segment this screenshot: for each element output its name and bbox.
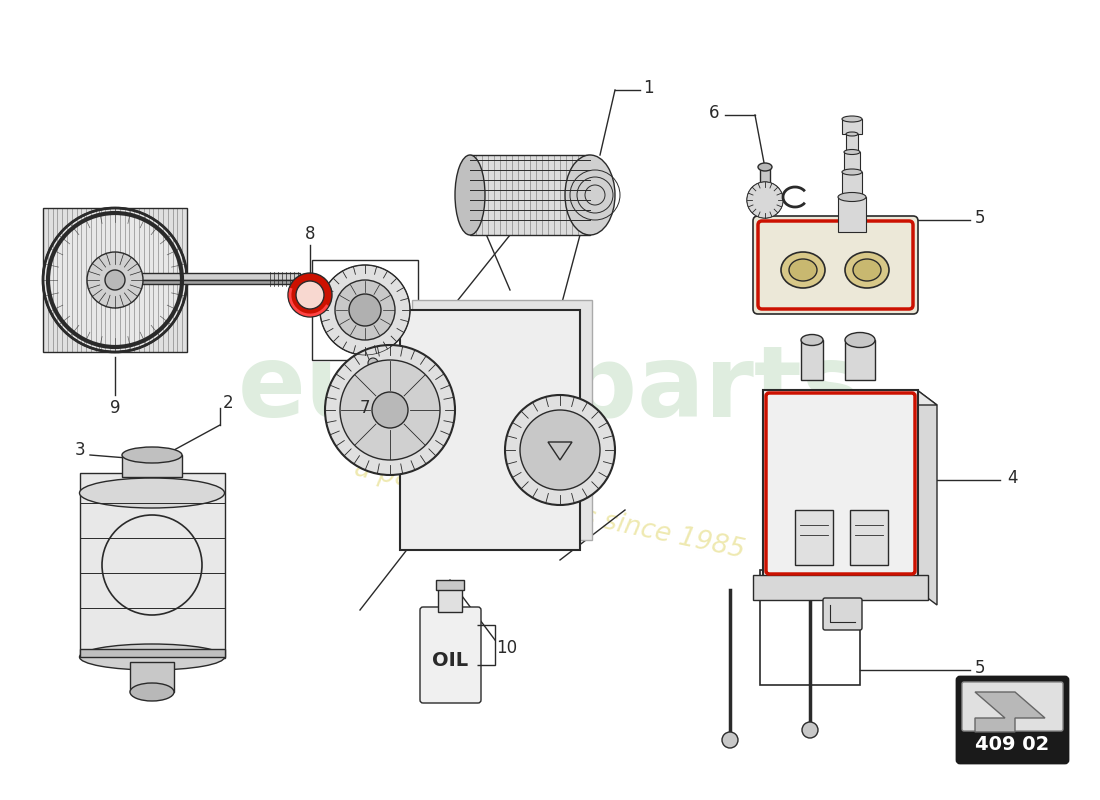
Circle shape xyxy=(87,252,143,308)
Ellipse shape xyxy=(565,155,615,235)
Ellipse shape xyxy=(324,345,455,475)
Circle shape xyxy=(320,265,410,355)
Ellipse shape xyxy=(852,259,881,281)
Polygon shape xyxy=(763,390,937,405)
Bar xyxy=(130,662,174,692)
Bar xyxy=(754,575,928,600)
Bar xyxy=(135,273,300,280)
Bar xyxy=(135,280,300,284)
Ellipse shape xyxy=(838,193,866,202)
Bar xyxy=(850,510,888,565)
Ellipse shape xyxy=(130,683,174,701)
Bar xyxy=(470,155,590,235)
Circle shape xyxy=(520,410,600,490)
Bar xyxy=(312,260,418,360)
FancyBboxPatch shape xyxy=(420,607,481,703)
Bar xyxy=(436,580,464,590)
Ellipse shape xyxy=(122,447,182,463)
Ellipse shape xyxy=(846,132,858,136)
Ellipse shape xyxy=(842,116,862,122)
FancyBboxPatch shape xyxy=(957,677,1068,763)
Text: OIL: OIL xyxy=(432,650,469,670)
Circle shape xyxy=(296,281,324,309)
Ellipse shape xyxy=(758,163,772,171)
Ellipse shape xyxy=(79,644,224,670)
Ellipse shape xyxy=(781,252,825,288)
Ellipse shape xyxy=(455,155,485,235)
Bar xyxy=(801,340,823,380)
Bar xyxy=(122,455,182,477)
Text: eurobparts: eurobparts xyxy=(238,342,862,438)
Circle shape xyxy=(747,182,783,218)
Bar xyxy=(438,588,462,612)
Ellipse shape xyxy=(789,259,817,281)
Circle shape xyxy=(340,360,440,460)
Bar xyxy=(842,172,862,197)
Ellipse shape xyxy=(845,333,875,347)
Bar xyxy=(846,134,858,152)
FancyBboxPatch shape xyxy=(754,216,918,314)
Text: 9: 9 xyxy=(110,399,120,417)
Bar xyxy=(400,310,580,550)
Bar xyxy=(844,152,860,172)
Circle shape xyxy=(372,392,408,428)
Bar xyxy=(80,473,226,658)
Circle shape xyxy=(349,294,381,326)
FancyBboxPatch shape xyxy=(962,682,1063,731)
Circle shape xyxy=(722,732,738,748)
Circle shape xyxy=(336,280,395,340)
Polygon shape xyxy=(917,390,937,605)
Circle shape xyxy=(104,270,125,290)
Circle shape xyxy=(802,722,818,738)
Ellipse shape xyxy=(842,169,862,175)
Bar xyxy=(43,208,187,352)
Ellipse shape xyxy=(844,150,860,154)
Text: a passion for parts since 1985: a passion for parts since 1985 xyxy=(352,456,748,564)
FancyBboxPatch shape xyxy=(823,598,862,630)
Ellipse shape xyxy=(801,334,823,346)
Ellipse shape xyxy=(79,478,224,508)
Bar xyxy=(838,197,866,232)
Bar xyxy=(760,570,860,685)
Bar xyxy=(80,649,226,657)
Text: 4: 4 xyxy=(1006,469,1018,487)
Ellipse shape xyxy=(845,252,889,288)
Bar xyxy=(763,390,918,590)
Bar xyxy=(760,167,770,202)
Text: 7: 7 xyxy=(360,399,371,417)
Bar xyxy=(412,300,592,540)
Bar xyxy=(842,119,862,134)
Text: 8: 8 xyxy=(305,225,316,243)
Text: 2: 2 xyxy=(222,394,233,412)
Text: 3: 3 xyxy=(75,441,86,459)
Polygon shape xyxy=(975,692,1045,732)
Bar xyxy=(845,340,875,380)
Text: 1: 1 xyxy=(642,79,653,97)
Circle shape xyxy=(368,358,378,368)
Text: 5: 5 xyxy=(975,209,986,227)
Circle shape xyxy=(505,395,615,505)
Ellipse shape xyxy=(43,208,187,352)
Text: 5: 5 xyxy=(975,659,986,677)
Circle shape xyxy=(747,182,783,218)
Bar xyxy=(795,510,833,565)
Circle shape xyxy=(288,273,332,317)
Text: 6: 6 xyxy=(708,104,719,122)
Text: 409 02: 409 02 xyxy=(975,734,1049,754)
Text: 10: 10 xyxy=(496,639,518,657)
